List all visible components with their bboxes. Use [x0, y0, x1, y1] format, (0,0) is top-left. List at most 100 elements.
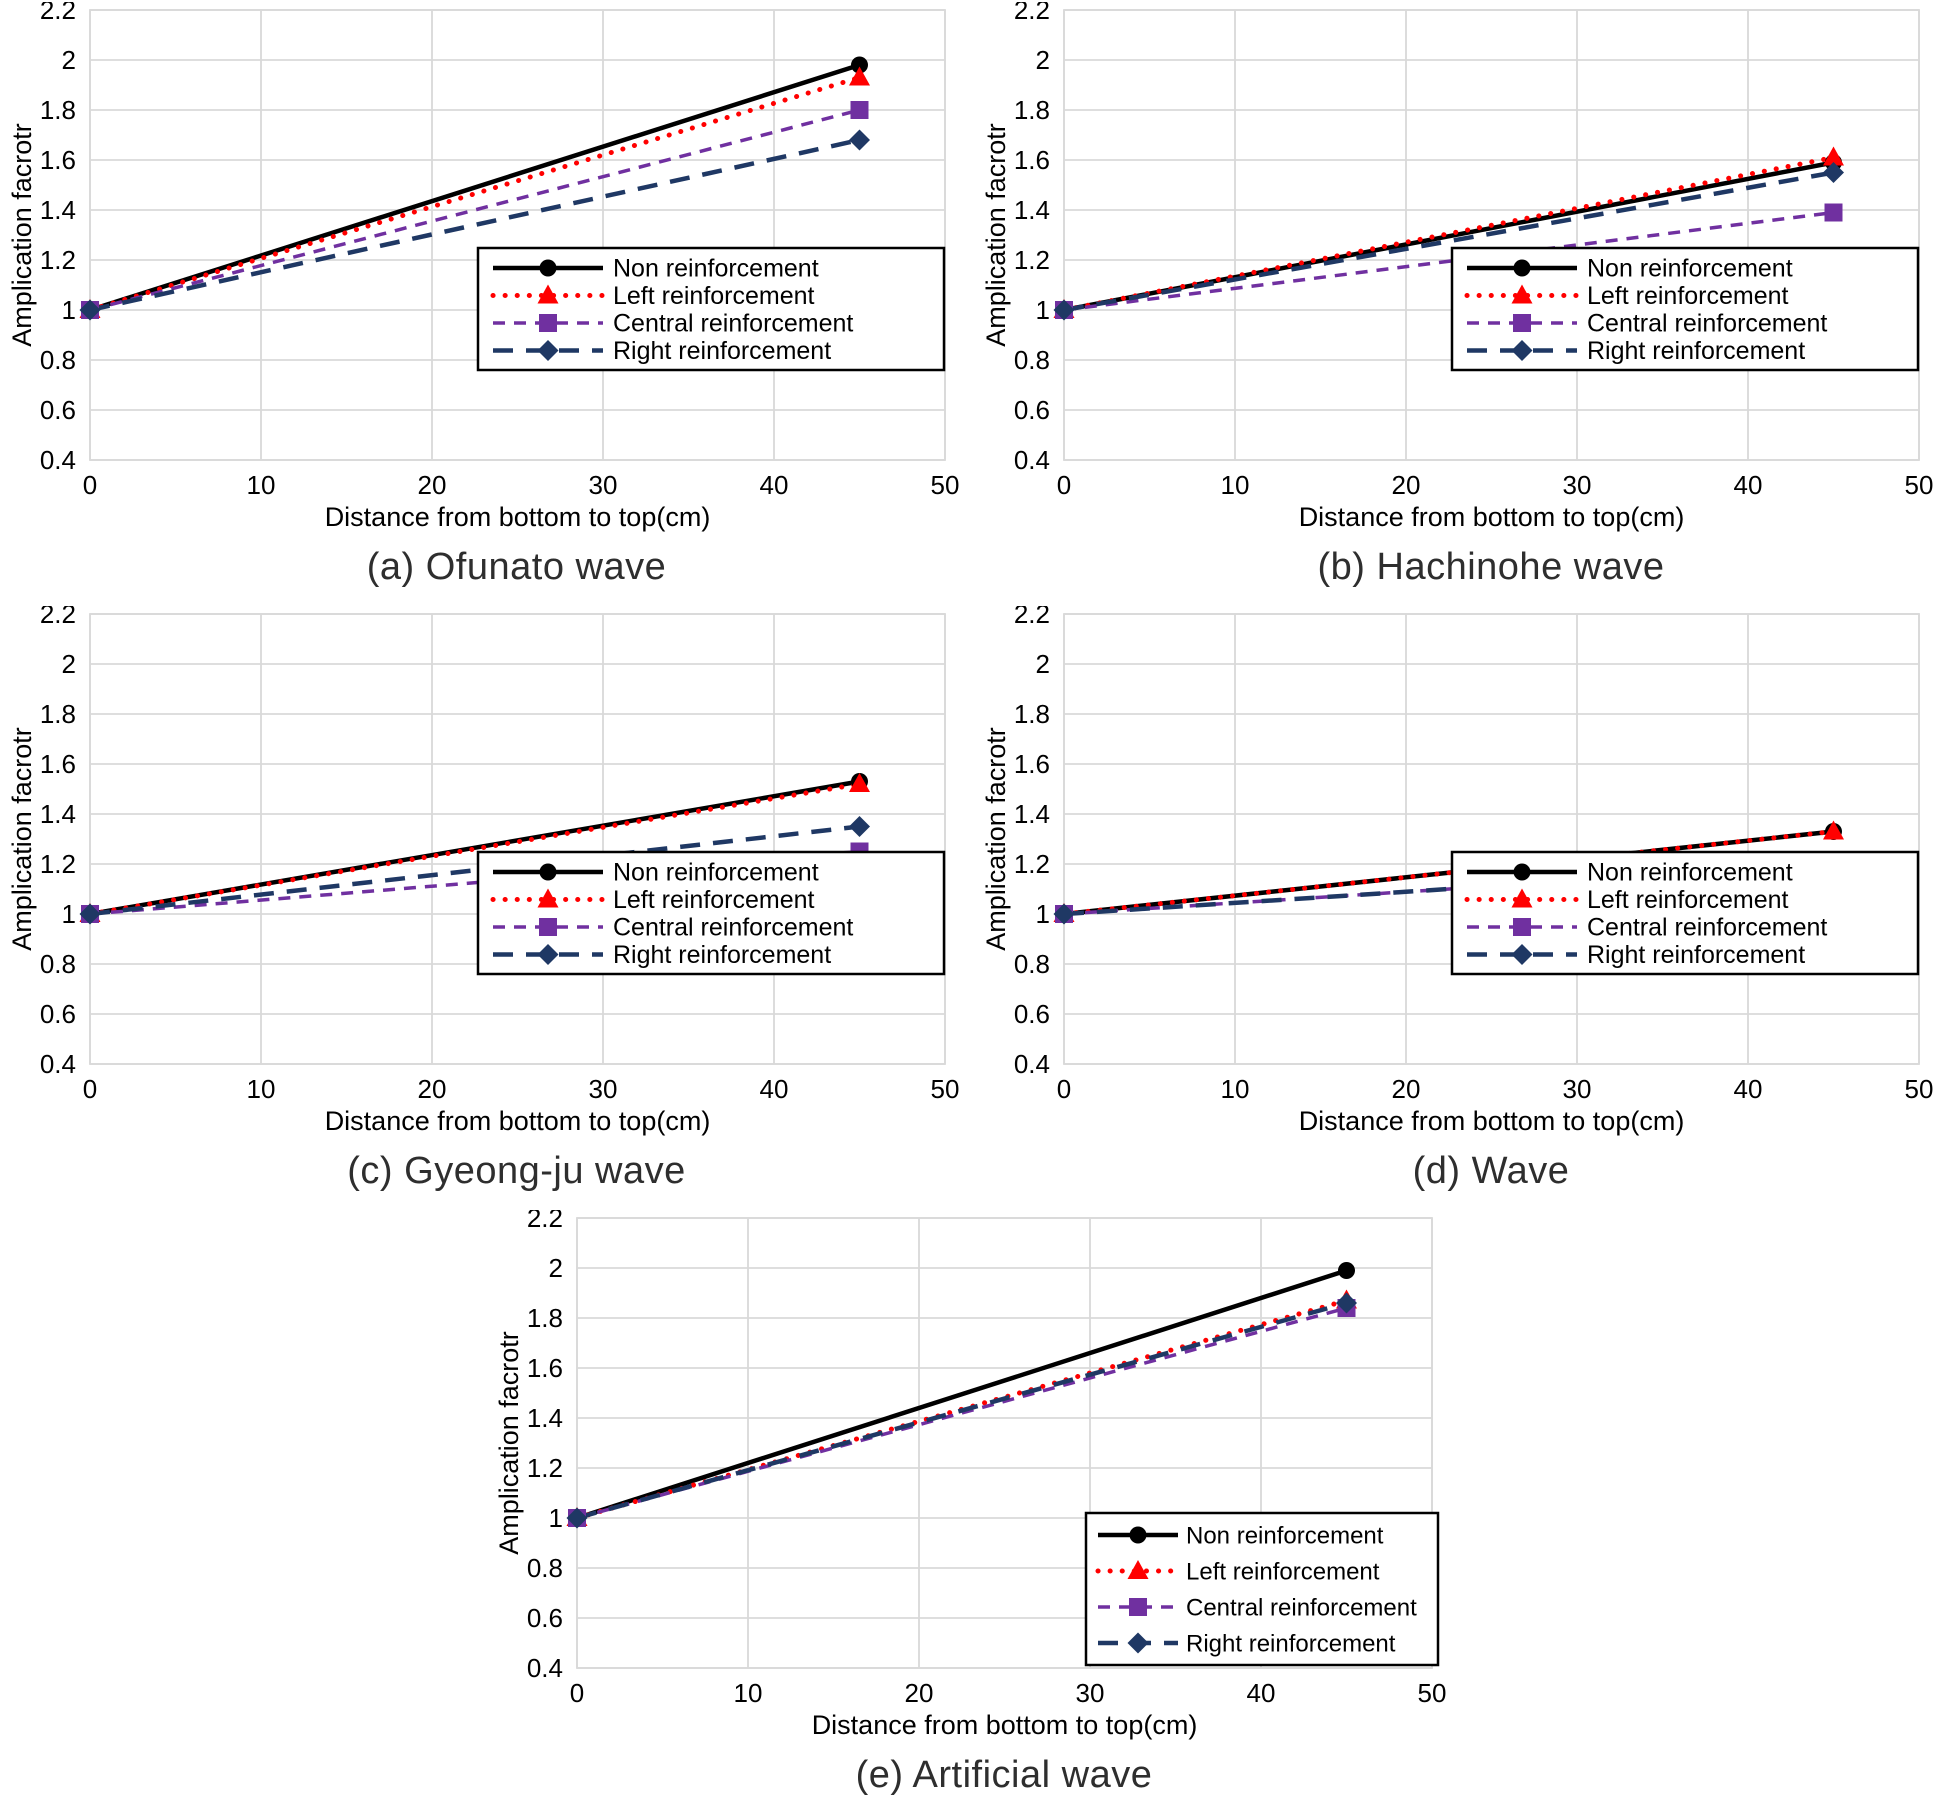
x-tick-label: 30: [588, 1074, 617, 1104]
y-tick-label: 0.4: [527, 1653, 563, 1683]
x-tick-label: 10: [246, 1074, 275, 1104]
marker-left: [848, 773, 870, 792]
chart-a-plot-holder: 2.2 2 1.8 1.6 1.4 1.2 1 0.8 0.6 0.4 0 10 20 30 40 50 Dis…: [5, 2, 970, 534]
chart-c-plot: 2.2 2 1.8 1.6 1.4 1.2 1 0.8 0.6 0.40 10 20 30 40 50 Dis…: [7, 606, 959, 1136]
legend-label: Non reinforcement: [1587, 859, 1793, 887]
legend-item-left: Left reinforcement: [1464, 886, 1789, 914]
y-tick-label: 1.6: [1014, 749, 1050, 779]
series-line-non: [576, 1268, 1348, 1521]
axis-tick-labels: 2.2 2 1.8 1.6 1.4 1.2 1 0.8 0.6 0.40 10 20 30 40 50: [39, 2, 959, 500]
chart-e: 2.2 2 1.8 1.6 1.4 1.2 1 0.8 0.6 0.4 0 10 20 30 40 50 Dis…: [488, 1210, 1462, 1804]
legend-marker-central-icon: [538, 918, 557, 936]
marker-right: [566, 1507, 588, 1529]
chart-c-caption: (c) Gyeong-ju wave: [347, 1150, 686, 1192]
y-tick-label: 0.8: [39, 345, 75, 375]
marker-right: [848, 816, 870, 837]
legend-item-right: Right reinforcement: [1098, 1631, 1396, 1658]
legend-item-left: Left reinforcement: [1095, 1559, 1380, 1586]
legend-item-non: Non reinforcement: [492, 255, 818, 283]
x-tick-label: 10: [1221, 470, 1250, 500]
legend-marker-right-icon: [1127, 1632, 1149, 1654]
x-axis-title: Distance from bottom to top(cm): [324, 502, 710, 532]
marker-central: [850, 101, 868, 119]
series-line-left: [1061, 155, 1836, 313]
series-lines: [1061, 155, 1836, 313]
chart-a-caption: (a) Ofunato wave: [366, 546, 667, 588]
legend-marker-right-icon: [1511, 944, 1533, 965]
y-tick-label: 1.6: [1014, 145, 1050, 175]
legend-item-right: Right reinforcement: [492, 941, 831, 969]
y-tick-label: 1.6: [39, 145, 75, 175]
chart-a: 2.2 2 1.8 1.6 1.4 1.2 1 0.8 0.6 0.4 0 10 20 30 40 50 Dis…: [0, 2, 974, 596]
y-tick-label: 2: [61, 649, 75, 679]
y-tick-label: 2: [61, 45, 75, 75]
x-tick-label: 30: [1076, 1678, 1105, 1708]
legend-label: Non reinforcement: [1587, 255, 1793, 283]
y-tick-label: 1.4: [527, 1403, 563, 1433]
y-axis-title: Amplication facrotr: [981, 123, 1011, 347]
chart-a-plot: 2.2 2 1.8 1.6 1.4 1.2 1 0.8 0.6 0.40 10 20 30 40 50 Dis…: [7, 2, 959, 532]
legend-label: Left reinforcement: [613, 282, 815, 310]
series-line-central: [89, 849, 860, 916]
series-markers: [79, 773, 870, 925]
axis-tick-labels: 2.2 2 1.8 1.6 1.4 1.2 1 0.8 0.6 0.40 10 20 30 40 50: [1014, 2, 1934, 500]
x-tick-label: 10: [1221, 1074, 1250, 1104]
series-lines: [87, 62, 862, 313]
series-line-non: [89, 779, 860, 917]
legend-label: Right reinforcement: [1186, 1631, 1396, 1658]
x-axis-title: Distance from bottom to top(cm): [1299, 502, 1685, 532]
gridlines: [1063, 613, 1920, 1065]
chart-b: 2.2 2 1.8 1.6 1.4 1.2 1 0.8 0.6 0.4 0 10 20 30 40 50 Dis…: [975, 2, 1949, 596]
series-markers: [1053, 146, 1844, 321]
y-tick-label: 0.8: [1014, 949, 1050, 979]
y-tick-label: 1.4: [1014, 799, 1050, 829]
legend-marker-central-icon: [538, 314, 557, 332]
y-tick-label: 1: [61, 899, 75, 929]
chart-d: 2.2 2 1.8 1.6 1.4 1.2 1 0.8 0.6 0.4 0 10 20 30 40 50 Dis…: [975, 606, 1949, 1200]
y-tick-label: 0.6: [1014, 999, 1050, 1029]
marker-left: [1823, 820, 1844, 840]
legend-item-right: Right reinforcement: [1467, 941, 1805, 969]
x-tick-label: 20: [417, 1074, 446, 1104]
legend-item-non: Non reinforcement: [1098, 1523, 1384, 1550]
y-tick-label: 0.4: [39, 445, 75, 475]
marker-non: [850, 56, 868, 74]
series-line-left: [1061, 829, 1836, 917]
x-tick-label: 30: [1563, 1074, 1592, 1104]
legend-label: Non reinforcement: [1186, 1523, 1384, 1550]
x-tick-label: 50: [1905, 470, 1934, 500]
y-tick-label: 1.8: [1014, 95, 1050, 125]
legend-label: Left reinforcement: [1587, 886, 1789, 914]
marker-left: [848, 66, 870, 86]
marker-right: [848, 129, 870, 151]
y-tick-label: 2: [1036, 649, 1050, 679]
y-tick-label: 1.2: [39, 849, 75, 879]
y-tick-label: 1.4: [1014, 195, 1050, 225]
chart-b-caption: (b) Hachinohe wave: [1317, 546, 1665, 588]
x-tick-label: 40: [759, 470, 788, 500]
legend-label: Left reinforcement: [1587, 282, 1789, 310]
x-tick-label: 20: [1392, 1074, 1421, 1104]
series-markers: [79, 56, 870, 321]
y-tick-label: 1.4: [39, 195, 75, 225]
x-axis-title: Distance from bottom to top(cm): [812, 1710, 1198, 1740]
y-tick-label: 1.8: [527, 1303, 563, 1333]
legend-label: Central reinforcement: [1587, 914, 1827, 942]
legend-item-central: Central reinforcement: [492, 310, 853, 338]
legend-marker-central-icon: [1513, 314, 1531, 332]
series-line-central: [89, 108, 860, 312]
legend-marker-non-icon: [1513, 863, 1531, 881]
marker-right: [1053, 299, 1075, 321]
legend-item-left: Left reinforcement: [1464, 282, 1789, 310]
marker-right: [79, 903, 100, 925]
legend-label: Central reinforcement: [613, 310, 853, 338]
y-tick-label: 1.2: [527, 1453, 563, 1483]
marker-central: [1824, 203, 1843, 222]
x-tick-label: 40: [1734, 1074, 1763, 1104]
